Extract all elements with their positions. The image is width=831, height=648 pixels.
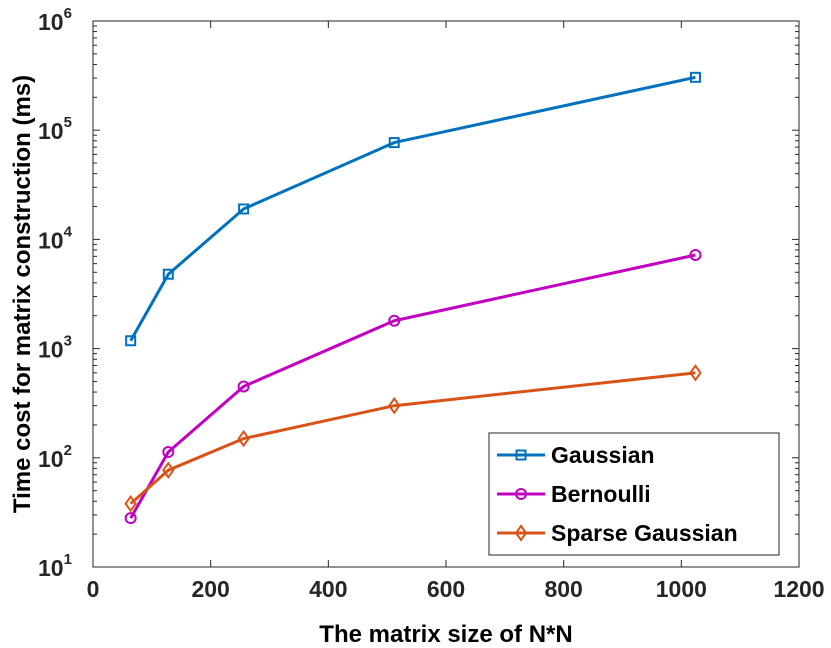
y-tick-base: 10	[38, 337, 64, 363]
data-point-circle	[689, 248, 702, 261]
x-axis-label: The matrix size of N*N	[319, 621, 572, 648]
y-tick-label: 101	[38, 551, 72, 581]
y-tick-exponent: 3	[64, 333, 72, 350]
series-line	[129, 253, 696, 519]
data-point-circle	[515, 488, 527, 500]
data-point-square	[515, 449, 527, 461]
x-tick-label: 800	[544, 576, 582, 602]
x-tick-label: 200	[191, 576, 229, 602]
y-tick-exponent: 5	[64, 114, 72, 131]
series-sparse-gaussian	[124, 364, 702, 513]
y-tick-base: 10	[38, 9, 64, 35]
x-tick-label: 1000	[656, 576, 707, 602]
data-point-square	[162, 268, 174, 280]
data-point-diamond	[162, 461, 175, 479]
y-tick-base: 10	[38, 227, 64, 253]
y-tick-exponent: 4	[64, 223, 73, 240]
series-gaussian	[125, 71, 701, 347]
data-point-diamond	[689, 364, 702, 382]
data-point-square	[238, 203, 250, 215]
x-tick-label: 1200	[773, 576, 824, 602]
legend-label: Bernoulli	[551, 481, 651, 507]
legend-label: Gaussian	[551, 442, 655, 468]
data-point-diamond	[514, 524, 528, 542]
series-line	[129, 371, 696, 505]
y-tick-label: 106	[38, 5, 72, 35]
series-line	[129, 75, 696, 342]
data-point-circle	[237, 380, 250, 393]
x-tick-label: 400	[309, 576, 347, 602]
legend-item: Gaussian	[497, 442, 655, 468]
legend: Gaussian Bernoulli Sparse Gaussian	[488, 432, 780, 556]
y-tick-base: 10	[38, 446, 64, 472]
y-axis-label: Time cost for matrix construction (ms)	[9, 75, 36, 513]
data-point-square	[388, 137, 400, 149]
data-point-square	[689, 71, 701, 83]
y-tick-base: 10	[38, 555, 64, 581]
y-tick-exponent: 2	[64, 442, 72, 459]
y-tick-label: 104	[38, 223, 73, 253]
legend-item: Bernoulli	[497, 481, 651, 507]
legend-item: Sparse Gaussian	[497, 520, 738, 546]
data-point-circle	[124, 512, 137, 525]
y-tick-exponent: 6	[64, 5, 72, 22]
data-point-diamond	[237, 429, 250, 448]
data-point-circle	[162, 446, 175, 459]
data-point-diamond	[387, 396, 401, 415]
y-tick-label: 102	[38, 442, 72, 472]
data-point-circle	[388, 314, 401, 327]
legend-box	[488, 432, 780, 556]
y-tick-label: 103	[38, 333, 72, 363]
x-tick-label: 0	[87, 576, 100, 602]
y-tick-label: 105	[38, 114, 72, 144]
y-tick-exponent: 1	[64, 551, 72, 568]
series-layer	[124, 71, 702, 525]
series-bernoulli	[124, 248, 702, 525]
data-point-diamond	[124, 494, 137, 513]
y-tick-base: 10	[38, 118, 64, 144]
data-point-square	[125, 335, 137, 347]
legend-label: Sparse Gaussian	[551, 520, 738, 546]
x-tick-label: 600	[427, 576, 465, 602]
